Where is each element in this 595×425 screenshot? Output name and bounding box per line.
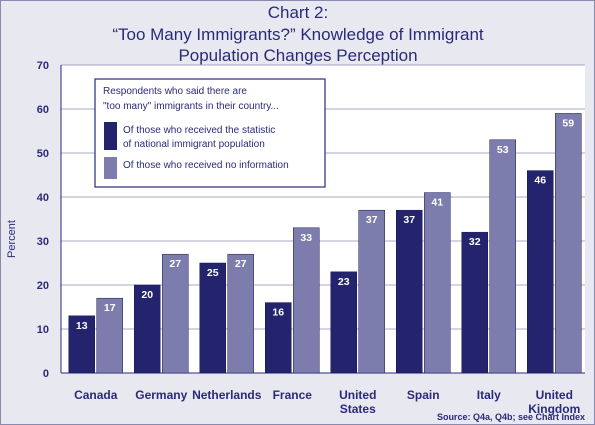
x-category-label: Italy <box>477 388 501 402</box>
bar-value-label: 37 <box>366 214 378 226</box>
bar <box>330 271 357 374</box>
y-tick-label: 70 <box>37 60 49 72</box>
bar-value-label: 32 <box>469 236 481 248</box>
bar <box>555 113 582 374</box>
legend-title-line: "too many" immigrants in their country..… <box>103 101 279 112</box>
y-tick-label: 0 <box>43 368 49 380</box>
bar-value-label: 25 <box>207 267 219 279</box>
y-tick-label: 50 <box>37 148 49 160</box>
bar-value-label: 13 <box>76 320 88 332</box>
x-category-label: States <box>340 402 376 416</box>
bar <box>96 297 123 374</box>
bar <box>227 253 254 374</box>
bar-value-label: 53 <box>497 144 509 156</box>
x-category-label: Kingdom <box>528 402 580 416</box>
x-category-label: Spain <box>407 388 440 402</box>
chart-title-line: Chart 2: <box>268 3 328 22</box>
y-tick-label: 30 <box>37 236 49 248</box>
y-tick-label: 60 <box>37 104 49 116</box>
bar-value-label: 20 <box>141 289 153 301</box>
legend-entry-label: Of those who received the statistic <box>123 125 275 136</box>
y-tick-label: 10 <box>37 324 49 336</box>
bar <box>199 262 226 374</box>
bar <box>162 253 189 374</box>
x-category-label: United <box>536 388 573 402</box>
legend-swatch <box>104 157 117 179</box>
bar <box>265 302 292 374</box>
bar-value-label: 17 <box>104 302 116 314</box>
bar <box>358 209 385 374</box>
legend-title-line: Respondents who said there are <box>103 86 247 97</box>
x-category-label: Canada <box>74 388 118 402</box>
bar-value-label: 16 <box>272 307 284 319</box>
bar <box>293 227 320 374</box>
bar-value-label: 37 <box>403 214 415 226</box>
bar-value-label: 27 <box>235 258 247 270</box>
bar-value-label: 46 <box>534 175 546 187</box>
bar <box>527 170 554 374</box>
x-category-label: Netherlands <box>192 388 262 402</box>
bar <box>424 192 451 374</box>
chart-title-line: “Too Many Immigrants?” Knowledge of Immi… <box>112 25 484 44</box>
bar-value-label: 23 <box>338 276 350 288</box>
y-tick-label: 20 <box>37 280 49 292</box>
bar <box>396 209 423 374</box>
bar-value-label: 59 <box>562 117 574 129</box>
bar <box>489 139 516 374</box>
bar-value-label: 33 <box>300 232 312 244</box>
source-note: Source: Q4a, Q4b; see Chart Index <box>437 412 585 422</box>
y-tick-label: 40 <box>37 192 49 204</box>
legend-entry-label: Of those who received no information <box>123 160 289 171</box>
legend-swatch <box>104 122 117 150</box>
x-category-label: France <box>273 388 313 402</box>
legend-entry-label: of national immigrant population <box>123 139 265 150</box>
bar-value-label: 27 <box>169 258 181 270</box>
y-axis-label: Percent <box>6 220 18 258</box>
bar <box>461 231 488 374</box>
chart-title-line: Population Changes Perception <box>178 46 417 65</box>
x-category-label: United <box>339 388 376 402</box>
bar-value-label: 41 <box>431 197 443 209</box>
legend-box <box>94 78 326 188</box>
x-category-label: Germany <box>135 388 187 402</box>
bar <box>134 284 161 374</box>
bar <box>68 315 95 374</box>
